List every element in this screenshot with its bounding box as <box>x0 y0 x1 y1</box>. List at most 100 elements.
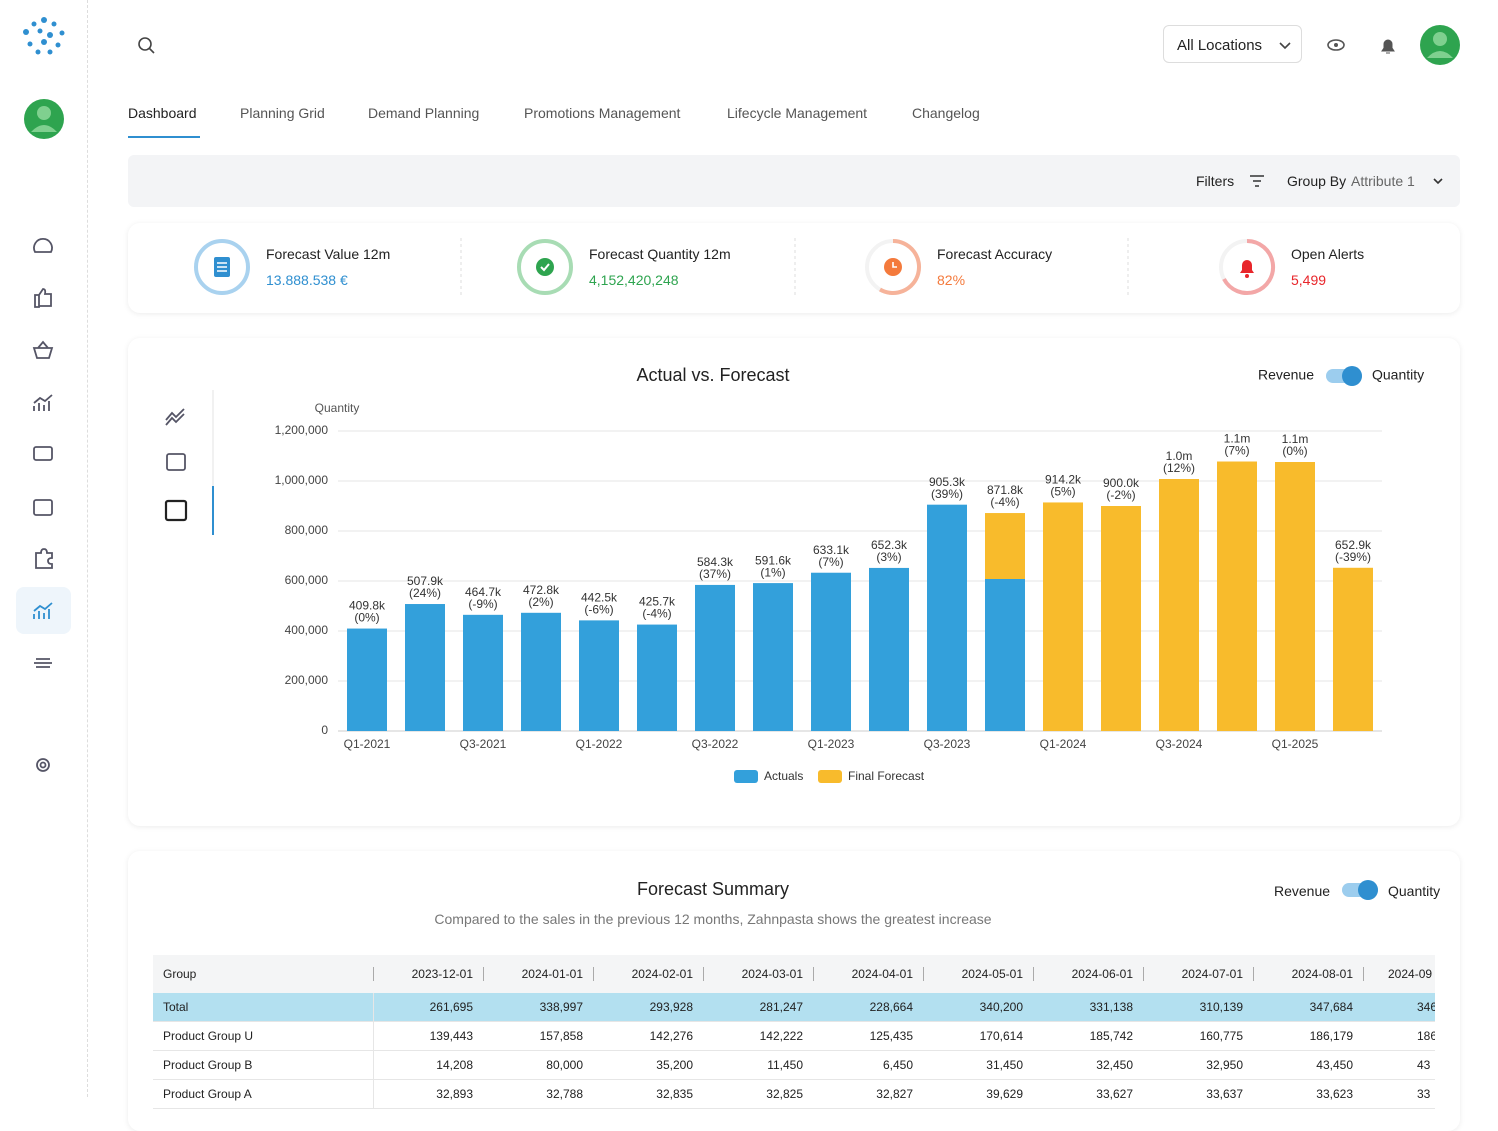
toggle-left-label[interactable]: Revenue <box>1258 367 1314 383</box>
toggle-right-label[interactable]: Quantity <box>1388 883 1441 899</box>
table-cell: 142,222 <box>703 1021 813 1051</box>
bar <box>405 604 445 731</box>
search-icon[interactable] <box>136 35 156 55</box>
logo[interactable] <box>23 17 65 55</box>
table-cell: 338,997 <box>483 993 593 1022</box>
tab[interactable]: Lifecycle Management <box>727 105 868 121</box>
location-label: All Locations <box>1177 37 1263 54</box>
page: All Locations Dashboard Planning Grid Dema… <box>0 0 1460 1109</box>
column-header[interactable]: 2024-01-01 <box>483 955 593 993</box>
table-cell: 32,827 <box>813 1079 923 1109</box>
bar <box>1217 461 1257 731</box>
tab[interactable]: Promotions Management <box>524 105 681 121</box>
nav-calendar[interactable] <box>33 499 53 516</box>
bar <box>985 513 1025 579</box>
column-header[interactable]: 2024-02-01 <box>593 955 703 993</box>
bell-icon[interactable] <box>1381 39 1395 54</box>
summary-table: Group 2023-12-01 2024-01-01 2024-02-01 2024-… <box>153 955 1435 1109</box>
column-header[interactable]: 2024-03-01 <box>703 955 813 993</box>
y-tick-label: 800,000 <box>285 523 329 537</box>
kpi-label: Forecast Accuracy <box>937 246 1053 262</box>
column-header[interactable]: 2024-06-01 <box>1033 955 1143 993</box>
table-cell: 32,825 <box>703 1079 813 1109</box>
nav-forecast[interactable] <box>33 602 53 619</box>
table-cell: 35,200 <box>593 1050 703 1080</box>
column-header[interactable]: 2024-05-01 <box>923 955 1033 993</box>
column-header[interactable]: 2024-08-01 <box>1253 955 1363 993</box>
bar-total-label: 409.8k <box>349 599 386 613</box>
bar-total-label: 425.7k <box>639 595 676 609</box>
nav-basket[interactable] <box>32 340 54 359</box>
bar-change-label: (2%) <box>528 595 553 609</box>
tab[interactable]: Changelog <box>912 105 980 121</box>
x-tick-label: Q3-2024 <box>1156 737 1203 751</box>
nav-likes[interactable] <box>34 288 52 308</box>
y-tick-label: 600,000 <box>285 573 329 587</box>
sidebar <box>0 0 88 1097</box>
column-header[interactable]: 2024-07-01 <box>1143 955 1253 993</box>
bar <box>869 567 909 731</box>
table-cell: 139,443 <box>373 1021 483 1051</box>
nav-list[interactable] <box>34 658 52 668</box>
eye-icon[interactable] <box>1327 39 1345 51</box>
chevron <box>1433 178 1443 185</box>
table-cell: 160,775 <box>1143 1021 1253 1051</box>
toggle-switch[interactable] <box>1326 366 1362 386</box>
legend-swatch <box>734 770 758 783</box>
summary-table-wrap: Group 2023-12-01 2024-01-01 2024-02-01 2024-… <box>153 955 1435 1109</box>
bar-change-label: (24%) <box>409 586 441 600</box>
table-row: Product Group B 14,208 80,000 35,200 11,450 6… <box>153 1050 1435 1080</box>
tab[interactable]: Planning Grid <box>240 105 325 121</box>
y-tick-label: 1,200,000 <box>275 423 329 437</box>
nav-puzzle[interactable] <box>35 548 53 569</box>
table-cell: 33,637 <box>1143 1079 1253 1109</box>
filters-button[interactable]: Filters <box>1196 173 1235 189</box>
table-cell: 261,695 <box>373 993 483 1022</box>
bar-change-label: (7%) <box>1224 444 1249 458</box>
column-header[interactable]: Group <box>153 955 373 993</box>
tab[interactable]: Demand Planning <box>368 105 480 121</box>
column-header[interactable]: 2024-09 <box>1363 955 1435 993</box>
bar-total-label: 900.0k <box>1103 476 1140 490</box>
toggle-right-label[interactable]: Quantity <box>1372 367 1424 383</box>
total-row: Total 261,695 338,997 293,928 281,247 228,664… <box>153 993 1435 1022</box>
table-row: Product Group U 139,443 157,858 142,276 142,… <box>153 1021 1435 1051</box>
user-avatar[interactable] <box>24 99 64 139</box>
quarter-view-icon[interactable] <box>164 499 188 522</box>
bar-change-label: (0%) <box>1282 444 1307 458</box>
header-avatar[interactable] <box>1420 25 1460 65</box>
table-cell: 293,928 <box>593 993 703 1022</box>
sidebar-icons <box>16 17 71 772</box>
bar-total-label: 652.9k <box>1335 538 1372 552</box>
bar-change-label: (5%) <box>1050 485 1075 499</box>
bar-total-label: 507.9k <box>407 574 444 588</box>
location-select[interactable]: All Locations <box>1163 25 1302 63</box>
nav-settings[interactable] <box>36 758 50 772</box>
table-cell: 228,664 <box>813 993 923 1022</box>
group-by-value[interactable]: Attribute 1 <box>1351 173 1415 189</box>
bar-total-label: 652.3k <box>871 538 908 552</box>
chart-card: Actual vs. Forecast Revenue Quantity Qua… <box>128 338 1460 826</box>
tab[interactable]: Dashboard <box>128 105 197 121</box>
nav-analytics[interactable] <box>33 394 53 411</box>
table-cell: 346 <box>1363 993 1435 1022</box>
nav-board[interactable] <box>33 446 53 461</box>
bar <box>1275 462 1315 731</box>
nav-dashboard[interactable] <box>33 238 53 253</box>
line-view-icon[interactable] <box>165 408 185 426</box>
kpi-value: 4,152,420,248 <box>589 272 679 288</box>
bar-total-label: 591.6k <box>755 553 792 567</box>
bar-total-label: 584.3k <box>697 555 734 569</box>
column-header[interactable]: 2024-04-01 <box>813 955 923 993</box>
column-header[interactable]: 2023-12-01 <box>373 955 483 993</box>
kpi-label: Forecast Value 12m <box>266 246 391 262</box>
table-cell: 80,000 <box>483 1050 593 1080</box>
toggle-switch[interactable] <box>1340 879 1380 901</box>
header-row: Group 2023-12-01 2024-01-01 2024-02-01 2024-… <box>153 955 1435 993</box>
toggle-left-label[interactable]: Revenue <box>1274 883 1331 899</box>
table-cell: 347,684 <box>1253 993 1363 1022</box>
bar <box>637 624 677 731</box>
group-by-label[interactable]: Group By <box>1287 173 1347 189</box>
month-view-icon[interactable] <box>166 453 186 471</box>
table-cell: 142,276 <box>593 1021 703 1051</box>
